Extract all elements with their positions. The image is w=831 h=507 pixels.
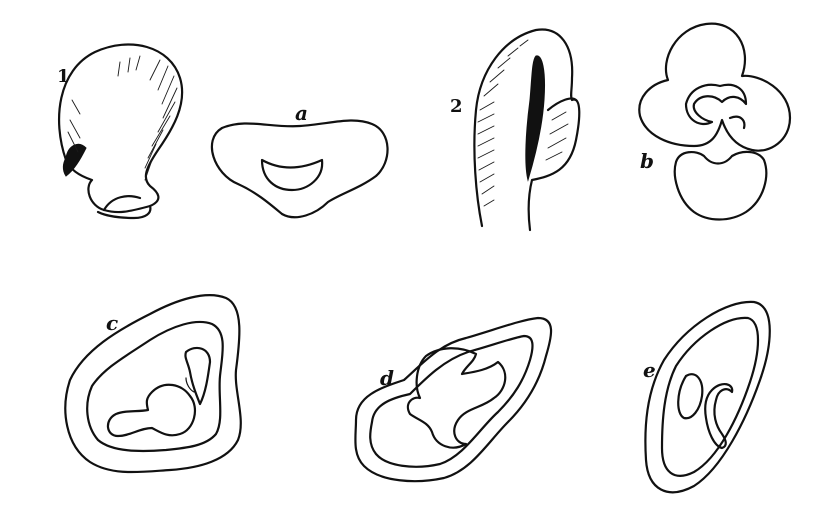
- figure-d-drawing: d: [354, 316, 553, 483]
- label-e: e: [643, 358, 656, 382]
- label-figure-2: 2: [450, 96, 463, 117]
- figure-b-drawing: b: [638, 22, 792, 221]
- label-c: c: [106, 311, 118, 335]
- figure-1-drawing: 1: [57, 43, 184, 220]
- figure-e-drawing: e: [643, 300, 771, 494]
- figure-2-drawing: 2: [450, 28, 581, 232]
- label-a: a: [295, 101, 308, 125]
- figure-c-drawing: c: [64, 294, 242, 474]
- label-b: b: [640, 149, 654, 173]
- label-figure-1: 1: [57, 66, 70, 87]
- figure-a-drawing: a: [210, 101, 389, 219]
